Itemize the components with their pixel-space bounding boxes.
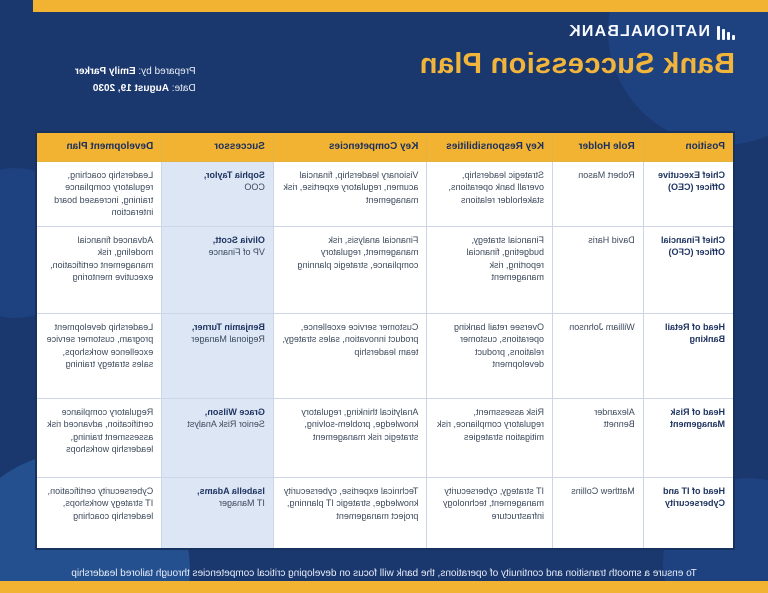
prepared-by-label: Prepared by: [138,66,196,77]
cell-position: Head of IT and Cybersecurity [643,477,734,549]
cell-responsibilities: Risk assessment, regulatory compliance, … [426,398,553,478]
cell-responsibilities: IT strategy, cybersecurity management, t… [426,477,553,549]
col-header-role-holder: Role Holder [552,132,644,162]
prepared-by-block: Prepared by: Emily Parker Date: August 1… [75,64,196,97]
table-row: Head of Risk Management Alexander Bennet… [36,398,734,478]
date-label: Date: [171,82,196,94]
cell-competencies: Financial analysis, risk management, reg… [273,226,427,314]
col-header-position: Position [643,132,734,162]
cell-position: Head of Retail Banking [643,313,734,399]
cell-role-holder: William Johnson [552,313,644,399]
successor-name: Sophia Taylor, [204,170,265,180]
table-row: Chief Financial Officer (CFO) David Hari… [36,226,734,314]
cell-development-plan: Advanced financial modeling, risk manage… [36,226,162,314]
table-row: Head of IT and Cybersecurity Matthew Col… [36,477,734,549]
cell-role-holder: Matthew Collins [552,477,644,549]
bank-logo-text: NATIONALBANK [567,23,710,40]
bottom-accent-bar [0,581,768,593]
prepared-by-value: Emily Parker [75,66,136,77]
successor-name: Isabella Adams, [197,486,265,496]
col-header-responsibilities: Key Responsibilities [426,132,553,162]
cell-successor: Sophia Taylor, COO [161,161,274,227]
cell-position: Chief Executive Officer (CEO) [643,161,734,227]
cell-responsibilities: Strategic leadership, overall bank opera… [426,161,553,227]
cell-successor: Olivia Scott, VP of Finance [161,226,274,314]
cell-competencies: Customer service excellence, product inn… [273,313,427,399]
cell-role-holder: David Haris [552,226,644,314]
cell-competencies: Technical expertise, cybersecurity knowl… [273,477,427,549]
cell-role-holder: Robert Mason [552,161,644,227]
successor-role: VP of Finance [208,247,265,258]
successor-name: Benjamin Turner, [192,322,265,332]
col-header-competencies: Key Competencies [273,132,427,162]
cell-development-plan: Regulatory compliance certification, adv… [36,398,162,478]
col-header-development-plan: Development Plan [36,132,162,162]
cell-role-holder: Alexander Bennett [552,398,644,478]
cell-responsibilities: Oversee retail banking operations, custo… [426,313,553,399]
successor-role: IT Manager [219,498,265,509]
table-header-row: Position Role Holder Key Responsibilitie… [36,132,734,162]
succession-table: Position Role Holder Key Responsibilitie… [35,131,735,550]
cell-position: Chief Financial Officer (CFO) [643,226,734,314]
cell-development-plan: Cybersecurity certification, IT strategy… [36,477,162,549]
date-value: August 19, 2030 [92,82,169,94]
cell-competencies: Analytical thinking, regulatory knowledg… [273,398,427,478]
document-header: NATIONALBANK Bank Succession Plan Prepar… [0,0,768,106]
cell-position: Head of Risk Management [643,398,734,478]
prepared-by-line: Prepared by: Emily Parker [75,64,196,81]
successor-role: Senior Risk Analyst [187,419,265,430]
cell-responsibilities: Financial strategy, budgeting, financial… [426,226,553,314]
cell-competencies: Visionary leadership, financial acumen, … [273,161,427,227]
cell-successor: Isabella Adams, IT Manager [161,477,274,549]
date-line: Date: August 19, 2030 [75,81,196,98]
successor-role: COO [244,182,265,193]
successor-name: Olivia Scott, [212,235,265,245]
top-accent-bar [33,0,768,12]
successor-name: Grace Wilson, [204,407,265,417]
successor-role: Regional Manager [191,334,265,345]
cell-successor: Grace Wilson, Senior Risk Analyst [161,398,274,478]
cell-development-plan: Leadership development program, customer… [36,313,162,399]
table-row: Head of Retail Banking William Johnson O… [36,313,734,399]
cell-development-plan: Leadership coaching, regulatory complian… [36,161,162,227]
bar-chart-icon [715,26,735,40]
table-row: Chief Executive Officer (CEO) Robert Mas… [36,161,734,227]
cell-successor: Benjamin Turner, Regional Manager [161,313,274,399]
col-header-successor: Successor [161,132,274,162]
